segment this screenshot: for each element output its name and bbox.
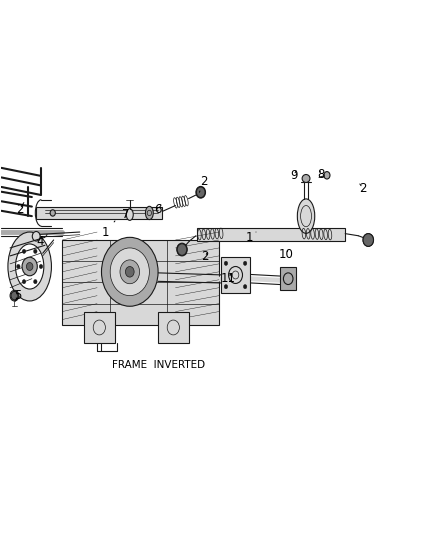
Bar	[158, 312, 188, 343]
Ellipse shape	[50, 210, 55, 216]
Bar	[197, 228, 345, 241]
Text: 1: 1	[246, 231, 256, 244]
Bar	[84, 312, 115, 343]
Circle shape	[177, 244, 187, 255]
Ellipse shape	[8, 232, 51, 301]
Text: 8: 8	[318, 168, 325, 181]
Text: 11: 11	[221, 272, 236, 285]
Text: 4: 4	[36, 235, 47, 247]
Text: 7: 7	[122, 208, 132, 221]
Text: 9: 9	[290, 169, 297, 182]
Circle shape	[224, 285, 228, 289]
Text: 2: 2	[359, 182, 366, 195]
Text: 10: 10	[279, 248, 294, 261]
Circle shape	[224, 261, 228, 265]
Text: 1: 1	[102, 221, 115, 239]
Text: 2: 2	[199, 175, 208, 192]
Bar	[280, 266, 297, 290]
Circle shape	[34, 279, 37, 284]
Ellipse shape	[15, 244, 44, 289]
Ellipse shape	[22, 257, 37, 276]
Circle shape	[363, 233, 374, 246]
Ellipse shape	[302, 174, 310, 182]
Text: 6: 6	[154, 203, 162, 216]
Circle shape	[34, 249, 37, 254]
Circle shape	[244, 261, 247, 265]
Circle shape	[11, 292, 18, 300]
Text: 2: 2	[16, 203, 24, 216]
Text: 2: 2	[201, 251, 209, 263]
Bar	[36, 207, 162, 219]
Ellipse shape	[125, 266, 134, 277]
Ellipse shape	[145, 206, 153, 220]
Circle shape	[244, 285, 247, 289]
Circle shape	[196, 187, 205, 198]
Circle shape	[22, 249, 26, 254]
Ellipse shape	[126, 209, 133, 220]
Bar	[62, 240, 219, 325]
Text: FRAME  INVERTED: FRAME INVERTED	[113, 360, 205, 369]
Ellipse shape	[26, 263, 33, 270]
Bar	[221, 257, 251, 293]
Ellipse shape	[32, 231, 40, 241]
Circle shape	[17, 264, 20, 269]
Circle shape	[22, 279, 26, 284]
Ellipse shape	[324, 172, 330, 179]
Ellipse shape	[102, 237, 158, 306]
Ellipse shape	[297, 199, 315, 233]
Ellipse shape	[120, 260, 140, 284]
Text: 5: 5	[14, 289, 21, 302]
Ellipse shape	[110, 248, 149, 296]
Circle shape	[39, 264, 43, 269]
